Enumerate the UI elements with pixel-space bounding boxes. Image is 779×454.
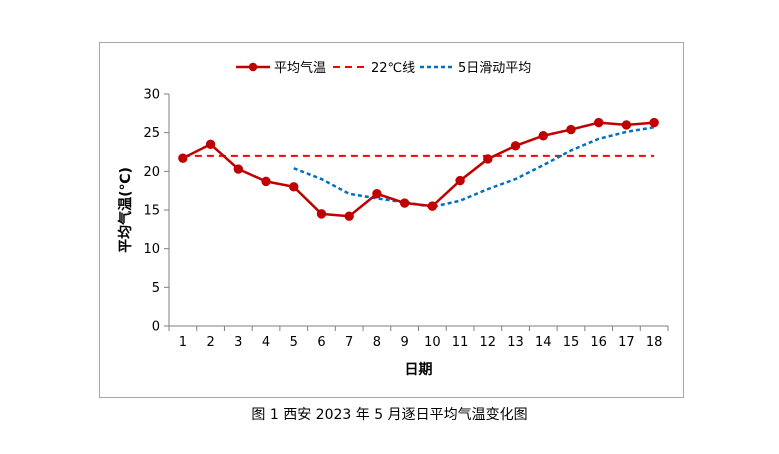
data-point bbox=[510, 141, 521, 151]
x-tick-label: 10 bbox=[424, 335, 441, 350]
x-tick-label: 4 bbox=[262, 335, 270, 350]
x-tick-label: 5 bbox=[290, 335, 298, 350]
figure-caption: 图 1 西安 2023 年 5 月逐日平均气温变化图 bbox=[251, 407, 528, 423]
legend-label-2: 5日滑动平均 bbox=[458, 61, 531, 76]
legend-marker bbox=[248, 62, 258, 72]
y-tick-label: 15 bbox=[143, 204, 160, 219]
y-tick-label: 20 bbox=[143, 165, 160, 180]
y-axis-title: 平均气温(℃) bbox=[117, 167, 134, 253]
data-point bbox=[344, 211, 354, 221]
data-point bbox=[538, 131, 548, 141]
chart-frame: 平均气温 22℃线 5日滑动平均 0 5 10 15 20 25 30 1 2 3 4 5 6 7 8 9 10 1… bbox=[99, 42, 684, 398]
x-tick-label: 18 bbox=[646, 335, 663, 350]
x-axis-title: 日期 bbox=[405, 362, 433, 378]
legend: 平均气温 22℃线 5日滑动平均 bbox=[236, 60, 531, 76]
x-tick-label: 13 bbox=[507, 335, 524, 350]
y-tick-label: 25 bbox=[143, 126, 160, 141]
x-tick-label: 12 bbox=[480, 335, 497, 350]
data-point bbox=[261, 176, 271, 187]
data-point bbox=[427, 201, 438, 211]
data-point bbox=[566, 124, 576, 135]
x-tick-label: 3 bbox=[234, 335, 242, 350]
x-tick-label: 11 bbox=[452, 335, 469, 350]
data-point bbox=[455, 175, 465, 186]
x-tick-label: 14 bbox=[535, 335, 552, 350]
x-tick-label: 2 bbox=[206, 335, 214, 350]
series-line-2 bbox=[293, 126, 655, 209]
data-point bbox=[205, 139, 216, 149]
data-point bbox=[621, 120, 632, 130]
x-tick-label: 7 bbox=[345, 335, 353, 350]
x-tick-label: 17 bbox=[618, 335, 635, 350]
data-point bbox=[316, 209, 327, 219]
legend-label-1: 22℃线 bbox=[371, 61, 415, 76]
y-tick-label: 10 bbox=[143, 242, 160, 257]
data-point bbox=[178, 153, 188, 163]
y-tick-label: 30 bbox=[143, 88, 160, 103]
x-tick-label: 16 bbox=[590, 335, 607, 350]
y-tick-label: 5 bbox=[152, 281, 160, 296]
y-axis: 0 5 10 15 20 25 30 bbox=[143, 88, 170, 335]
series-layer bbox=[178, 117, 659, 221]
data-point bbox=[593, 117, 604, 128]
data-point bbox=[233, 164, 244, 174]
legend-label-0: 平均气温 bbox=[274, 60, 326, 76]
data-point bbox=[289, 182, 299, 192]
data-point bbox=[649, 117, 659, 128]
data-point bbox=[399, 198, 410, 208]
x-axis: 1 2 3 4 5 6 7 8 9 10 11 12 13 14 15 16 17 18 bbox=[168, 325, 669, 350]
y-tick-label: 0 bbox=[152, 320, 160, 335]
x-tick-label: 1 bbox=[179, 335, 187, 350]
x-tick-label: 15 bbox=[563, 335, 580, 350]
x-tick-label: 8 bbox=[373, 335, 381, 350]
series-line-0 bbox=[182, 121, 655, 218]
x-tick-label: 9 bbox=[400, 335, 408, 350]
data-point bbox=[372, 189, 382, 199]
x-tick-label: 6 bbox=[317, 335, 325, 350]
data-point bbox=[483, 154, 493, 164]
